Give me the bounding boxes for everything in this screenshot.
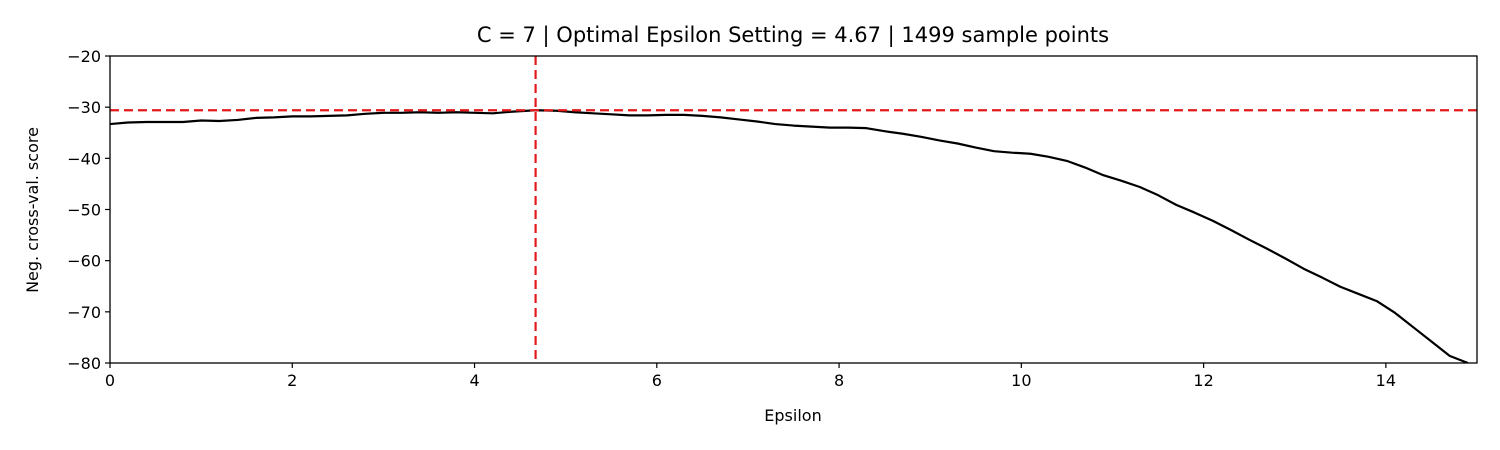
y-tick-label: −60 — [67, 252, 101, 271]
x-tick-label: 6 — [652, 371, 662, 390]
x-tick-label: 10 — [1011, 371, 1031, 390]
x-tick-label: 8 — [834, 371, 844, 390]
chart-title: C = 7 | Optimal Epsilon Setting = 4.67 |… — [477, 23, 1109, 48]
y-tick-label: −40 — [67, 149, 101, 168]
plot-area: 0 2 4 6 8 10 12 14 −20 −30 −40 −50 −60 −70 −80 — [67, 47, 1478, 390]
y-tick-label: −80 — [67, 354, 101, 373]
y-tick-label: −50 — [67, 201, 101, 220]
x-tick-label: 14 — [1376, 371, 1396, 390]
x-tick-label: 0 — [105, 371, 115, 390]
y-axis-label: Neg. cross-val. score — [23, 127, 42, 293]
x-tick-label: 12 — [1193, 371, 1213, 390]
plot-frame — [109, 55, 1478, 364]
series-line-0 — [110, 109, 1469, 363]
x-axis-label: Epsilon — [764, 406, 821, 425]
x-tick-label: 2 — [287, 371, 297, 390]
y-tick-label: −70 — [67, 303, 101, 322]
y-tick-label: −30 — [67, 98, 101, 117]
y-tick-label: −20 — [67, 47, 101, 66]
x-tick-label: 4 — [469, 371, 479, 390]
